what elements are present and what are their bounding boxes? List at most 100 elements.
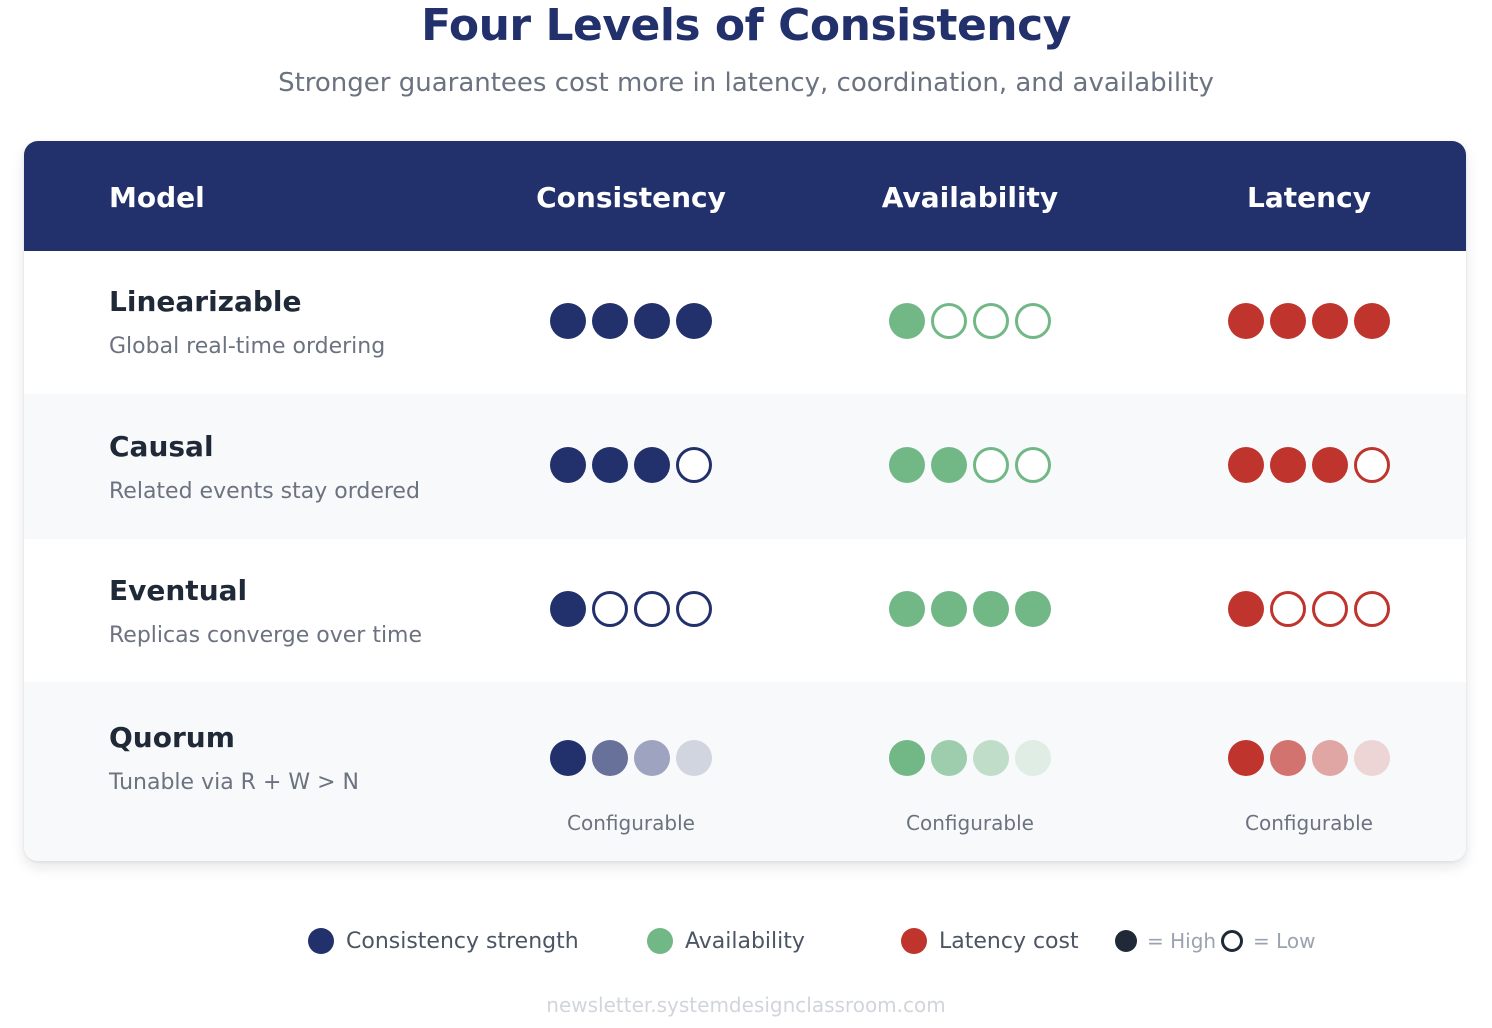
rating-dot-filled [1270, 447, 1306, 483]
model-name: Linearizable [109, 285, 302, 318]
latency-rating [1228, 591, 1390, 627]
column-header-latency: Latency [1247, 181, 1371, 214]
column-header-availability: Availability [881, 181, 1059, 214]
rating-dot-empty [1312, 591, 1348, 627]
rating-dot-filled [550, 303, 586, 339]
rating-dot-filled [592, 447, 628, 483]
legend-item-consistency: Consistency strength [308, 925, 579, 957]
legend-item-high: = High [1115, 925, 1216, 957]
rating-dot-filled [592, 303, 628, 339]
table-header: Model Consistency Availability Latency [24, 141, 1466, 251]
rating-dot-empty [1270, 591, 1306, 627]
rating-dot-filled [1228, 303, 1264, 339]
legend-dot-icon [647, 928, 673, 954]
availability-rating [889, 303, 1051, 339]
consistency-rating [550, 447, 712, 483]
model-description: Global real-time ordering [109, 334, 386, 359]
rating-dot-empty [676, 447, 712, 483]
rating-dot-filled [1312, 447, 1348, 483]
rating-dot-filled [1015, 591, 1051, 627]
table-row-linearizable: Linearizable Global real-time ordering [24, 251, 1466, 394]
rating-dot-filled [676, 303, 712, 339]
table-row-eventual: Eventual Replicas converge over time [24, 539, 1466, 682]
rating-dot-gradient [1015, 740, 1051, 776]
rating-dot-gradient [634, 740, 670, 776]
rating-dot-filled [889, 447, 925, 483]
column-header-consistency: Consistency [536, 181, 726, 214]
column-header-model: Model [109, 181, 205, 214]
rating-dot-gradient [1354, 740, 1390, 776]
latency-rating [1228, 740, 1390, 776]
rating-dot-filled [931, 447, 967, 483]
rating-dot-empty [592, 591, 628, 627]
configurable-label-latency: Configurable [1245, 811, 1373, 835]
rating-dot-empty [973, 447, 1009, 483]
legend: Consistency strength Availability Latenc… [0, 925, 1492, 957]
rating-dot-empty [931, 303, 967, 339]
legend-dot-icon [308, 928, 334, 954]
rating-dot-filled [889, 591, 925, 627]
rating-dot-filled [1270, 303, 1306, 339]
availability-rating [889, 740, 1051, 776]
consistency-rating [550, 591, 712, 627]
availability-rating [889, 591, 1051, 627]
configurable-label-availability: Configurable [906, 811, 1034, 835]
rating-dot-filled [973, 591, 1009, 627]
rating-dot-gradient [550, 740, 586, 776]
rating-dot-filled [634, 447, 670, 483]
model-name: Eventual [109, 574, 248, 607]
rating-dot-gradient [973, 740, 1009, 776]
rating-dot-filled [1228, 447, 1264, 483]
page-subtitle: Stronger guarantees cost more in latency… [278, 68, 1214, 98]
legend-dot-icon [901, 928, 927, 954]
legend-low-label: = Low [1253, 929, 1316, 953]
legend-item-latency: Latency cost [901, 925, 1079, 957]
rating-dot-empty [973, 303, 1009, 339]
consistency-rating [550, 740, 712, 776]
rating-dot-empty [634, 591, 670, 627]
legend-label: Availability [685, 928, 805, 954]
latency-rating [1228, 303, 1390, 339]
legend-item-availability: Availability [647, 925, 805, 957]
availability-rating [889, 447, 1051, 483]
rating-dot-filled [1354, 303, 1390, 339]
legend-label: Consistency strength [346, 928, 579, 954]
rating-dot-filled [1228, 591, 1264, 627]
rating-dot-empty [1015, 303, 1051, 339]
rating-dot-empty [1354, 591, 1390, 627]
latency-rating [1228, 447, 1390, 483]
rating-dot-empty [676, 591, 712, 627]
consistency-rating [550, 303, 712, 339]
legend-item-low: = Low [1221, 925, 1316, 957]
rating-dot-gradient [1270, 740, 1306, 776]
rating-dot-gradient [889, 740, 925, 776]
model-name: Quorum [109, 721, 235, 754]
rating-dot-empty [1015, 447, 1051, 483]
rating-dot-gradient [676, 740, 712, 776]
table-row-quorum: Quorum Tunable via R + W > N Configurabl… [24, 682, 1466, 861]
model-description: Tunable via R + W > N [109, 770, 360, 795]
footer-url: newsletter.systemdesignclassroom.com [546, 993, 946, 1017]
configurable-label-consistency: Configurable [567, 811, 695, 835]
hollow-dot-icon [1221, 930, 1243, 952]
rating-dot-gradient [1228, 740, 1264, 776]
rating-dot-filled [931, 591, 967, 627]
rating-dot-filled [889, 303, 925, 339]
page-title: Four Levels of Consistency [421, 0, 1071, 51]
rating-dot-gradient [592, 740, 628, 776]
rating-dot-filled [550, 591, 586, 627]
model-description: Replicas converge over time [109, 623, 423, 648]
rating-dot-filled [550, 447, 586, 483]
rating-dot-gradient [931, 740, 967, 776]
model-description: Related events stay ordered [109, 479, 420, 504]
table-row-causal: Causal Related events stay ordered [24, 394, 1466, 539]
comparison-table: Model Consistency Availability Latency L… [24, 141, 1466, 861]
legend-label: Latency cost [939, 928, 1079, 954]
rating-dot-empty [1354, 447, 1390, 483]
rating-dot-filled [1312, 303, 1348, 339]
rating-dot-filled [634, 303, 670, 339]
rating-dot-gradient [1312, 740, 1348, 776]
legend-high-label: = High [1147, 929, 1217, 953]
filled-dot-icon [1115, 930, 1137, 952]
model-name: Causal [109, 430, 214, 463]
